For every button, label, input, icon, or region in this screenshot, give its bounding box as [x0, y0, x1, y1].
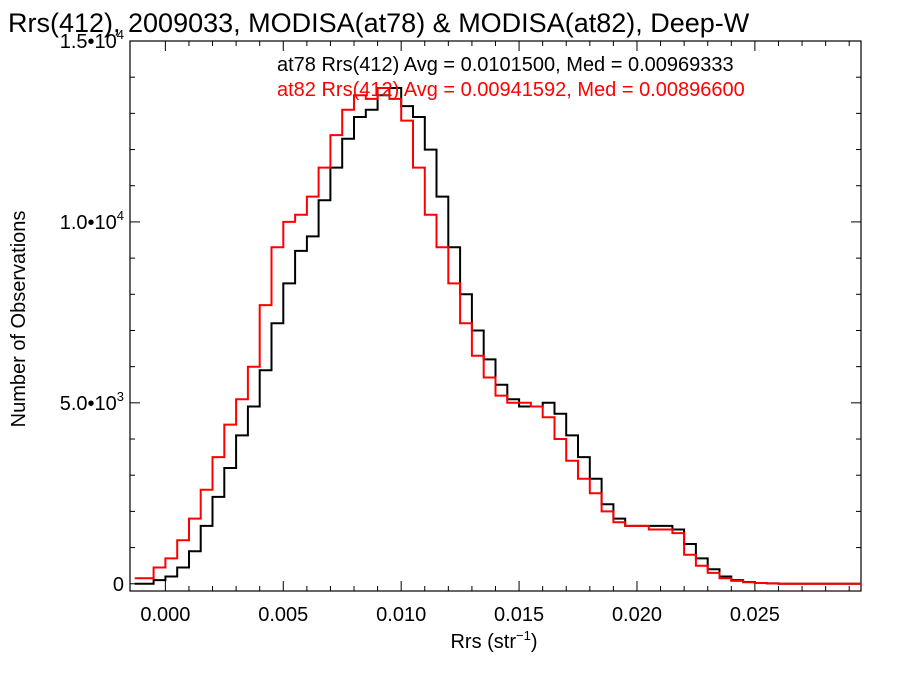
series-at82	[134, 87, 861, 585]
x-tick-label: 0.025	[730, 604, 780, 626]
series-line-at78	[134, 87, 861, 585]
y-tick-label-exponent: 3	[117, 389, 124, 404]
x-axis-label-main: Rrs (str	[450, 631, 516, 653]
legend: at78 Rrs(412) Avg = 0.0101500, Med = 0.0…	[277, 54, 745, 101]
x-axis-label: Rrs (str−1)	[450, 628, 537, 653]
y-tick-label-base: 1.0•10	[60, 212, 117, 234]
y-axis-label: Number of Observations	[8, 211, 30, 428]
x-axis-label-close: )	[531, 631, 538, 653]
x-tick-label: 0.020	[612, 604, 662, 626]
x-tick-label: 0.015	[494, 604, 544, 626]
series-line-at82	[134, 87, 861, 585]
y-tick-label: 0	[113, 574, 124, 596]
series-layer	[134, 87, 861, 585]
y-tick-label-exponent: 4	[117, 27, 124, 42]
y-tick-label: 1.0•104	[60, 208, 124, 234]
plot-frame	[129, 40, 862, 592]
y-tick-label: 5.0•103	[60, 389, 124, 415]
chart-title: Rrs(412), 2009033, MODISA(at78) & MODISA…	[8, 8, 750, 38]
axes: 0.000 0.005 0.010 0.015 0.020 0.025 0 5.0•103 1.…	[60, 27, 862, 626]
series-at78	[134, 87, 861, 585]
y-tick-label-base: 5.0•10	[60, 393, 117, 415]
x-tick-label: 0.005	[258, 604, 308, 626]
x-tick-label: 0.000	[140, 604, 190, 626]
y-tick-label-base: 1.5•10	[60, 31, 117, 53]
legend-entry: at78 Rrs(412) Avg = 0.0101500, Med = 0.0…	[277, 54, 734, 76]
x-axis-label-sup: −1	[516, 628, 531, 643]
y-tick-label-base: 0	[113, 574, 124, 596]
y-tick-label-exponent: 4	[117, 208, 124, 223]
x-tick-label: 0.010	[376, 604, 426, 626]
y-tick-label: 1.5•104	[60, 27, 124, 53]
legend-entry: at82 Rrs(412) Avg = 0.00941592, Med = 0.…	[277, 79, 745, 101]
